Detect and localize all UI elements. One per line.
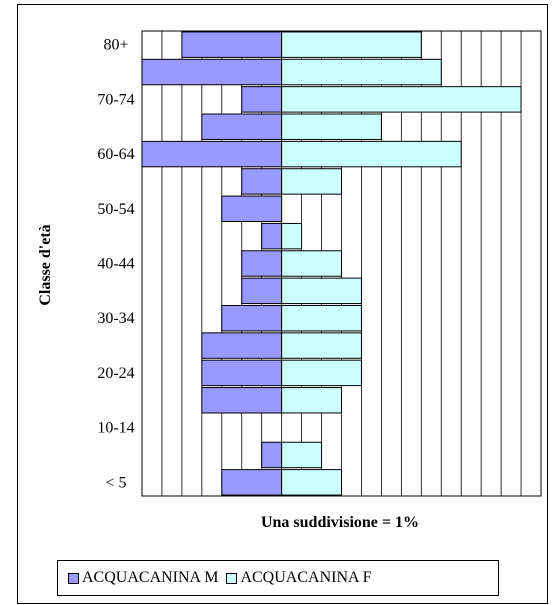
- y-tick-label: < 5: [105, 474, 126, 491]
- legend-item-f: ACQUACANINA F: [226, 569, 372, 587]
- y-tick-label: 70-74: [97, 91, 134, 108]
- bar-f-25-29: [281, 332, 362, 359]
- bar-f-35-39: [281, 277, 362, 305]
- y-tick-label: 20-24: [97, 365, 134, 382]
- bar-f-15-19: [281, 387, 342, 414]
- bar-m-35-39: [241, 277, 283, 305]
- x-axis-label: Una suddivisione = 1%: [261, 514, 419, 531]
- bar-m-< 5: [221, 469, 283, 496]
- y-tick-label: 50-54: [97, 201, 134, 218]
- bar-f-80+: [281, 31, 422, 58]
- y-axis-label: Classe d'età: [37, 224, 54, 305]
- y-tick-label: 10-14: [97, 420, 134, 437]
- bar-m-50-54: [221, 195, 283, 223]
- legend-item-m: ACQUACANINA M: [68, 569, 218, 587]
- legend-label-m: ACQUACANINA M: [82, 569, 219, 586]
- bar-f-60-64: [281, 140, 462, 168]
- bar-m-20-24: [201, 359, 283, 387]
- y-tick-label: 40-44: [97, 256, 134, 273]
- bars: [141, 31, 522, 496]
- y-tick-label: 30-34: [97, 310, 134, 327]
- bar-f-75-79: [281, 58, 442, 86]
- bar-f-< 5: [281, 469, 342, 496]
- bar-f-20-24: [281, 359, 362, 387]
- legend-swatch-m: [68, 572, 79, 584]
- bar-m-30-34: [221, 304, 283, 332]
- legend: ACQUACANINA M ACQUACANINA F: [57, 560, 499, 596]
- bar-f-5-9: [281, 441, 323, 469]
- y-tick-label: 60-64: [97, 146, 134, 163]
- y-tick-labels: < 5 10-14 20-24 30-34 40-44 50-54 60-64 70-74 80…: [97, 37, 134, 492]
- bar-m-25-29: [201, 332, 283, 359]
- bar-f-30-34: [281, 304, 362, 332]
- bar-f-65-69: [281, 113, 382, 140]
- bar-m-55-59: [241, 168, 283, 195]
- y-tick-label: 80+: [103, 37, 128, 54]
- bar-f-70-74: [281, 86, 522, 113]
- bar-m-45-49: [261, 222, 283, 250]
- bar-m-65-69: [201, 113, 283, 140]
- bar-m-80+: [181, 31, 283, 58]
- bar-m-40-44: [241, 250, 283, 277]
- bar-m-60-64: [141, 140, 283, 168]
- legend-label-f: ACQUACANINA F: [240, 569, 372, 586]
- bar-f-55-59: [281, 168, 342, 195]
- legend-swatch-f: [226, 572, 238, 584]
- bar-m-15-19: [201, 387, 283, 414]
- bar-m-5-9: [261, 441, 283, 469]
- bar-m-70-74: [241, 86, 283, 113]
- bar-m-75-79: [141, 58, 283, 86]
- bar-f-40-44: [281, 250, 342, 277]
- bar-f-45-49: [281, 222, 303, 250]
